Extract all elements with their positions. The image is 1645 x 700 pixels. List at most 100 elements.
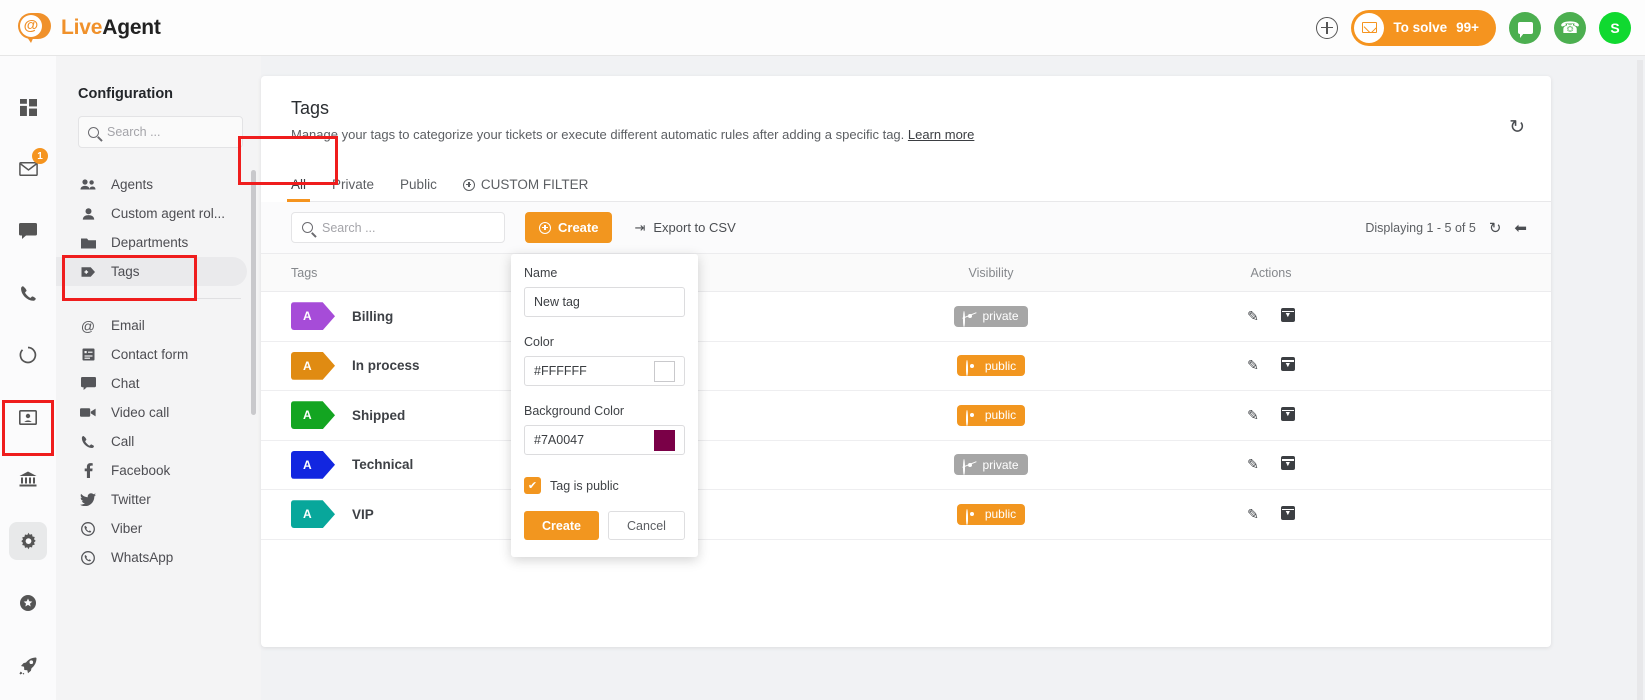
pencil-icon[interactable]: ✎: [1247, 406, 1259, 423]
tab-label: Private: [332, 177, 375, 192]
sidebar-scrollbar[interactable]: [251, 170, 256, 415]
pencil-icon[interactable]: ✎: [1247, 505, 1259, 522]
rail-item-activity[interactable]: [9, 336, 47, 374]
archive-icon[interactable]: [1280, 307, 1295, 322]
name-field[interactable]: New tag: [524, 287, 685, 317]
pencil-icon[interactable]: ✎: [1247, 357, 1259, 374]
plus-circle-icon[interactable]: [1316, 16, 1339, 39]
rail-item-addons[interactable]: [9, 584, 47, 622]
plus-circle-icon: [462, 178, 475, 191]
rail-item-calls[interactable]: [9, 274, 47, 312]
pencil-icon[interactable]: ✎: [1247, 456, 1259, 473]
sidebar-item-label: Facebook: [111, 463, 171, 478]
popup-cancel-button[interactable]: Cancel: [608, 511, 685, 540]
sidebar-item-viber[interactable]: Viber: [56, 514, 261, 543]
table-row[interactable]: A Technical private ✎: [261, 441, 1551, 490]
search-input[interactable]: [322, 220, 494, 235]
sidebar-item-email[interactable]: @ Email: [56, 311, 261, 340]
phone-icon: [80, 435, 96, 449]
rail-item-dashboard[interactable]: [9, 88, 47, 126]
sidebar-item-video-call[interactable]: Video call: [56, 398, 261, 427]
export-csv-button[interactable]: ⇥ Export to CSV: [634, 220, 735, 236]
sidebar-item-whatsapp[interactable]: WhatsApp: [56, 543, 261, 572]
status-badge: private: [954, 305, 1028, 327]
sidebar-item-custom-agent-roles[interactable]: Custom agent rol...: [56, 199, 261, 228]
tab-custom-filter[interactable]: CUSTOM FILTER: [462, 177, 588, 201]
sidebar-item-tags[interactable]: Tags: [56, 257, 247, 286]
tag-is-public-checkbox[interactable]: ✔: [524, 477, 541, 494]
table-row[interactable]: A In process public ✎: [261, 342, 1551, 391]
rail-item-chat[interactable]: [9, 212, 47, 250]
tab-private[interactable]: Private: [332, 177, 374, 201]
displaying-count: Displaying 1 - 5 of 5: [1365, 220, 1476, 235]
contact-form-icon: [80, 348, 96, 361]
tag-is-public-label: Tag is public: [550, 478, 619, 493]
sidebar-item-contact-form[interactable]: Contact form: [56, 340, 261, 369]
twitter-icon: [80, 493, 96, 506]
color-swatch[interactable]: [654, 360, 675, 382]
sidebar-item-label: Agents: [111, 177, 154, 192]
cell-actions: ✎: [1121, 406, 1421, 424]
tag-name: Billing: [352, 308, 394, 324]
pencil-icon[interactable]: ✎: [1247, 307, 1259, 324]
table-row[interactable]: A Billing private ✎: [261, 292, 1551, 342]
sidebar-title: Configuration: [78, 86, 174, 102]
refresh-icon[interactable]: ↻: [1509, 117, 1525, 138]
background-color-swatch[interactable]: [654, 429, 675, 451]
upload-arrow-icon[interactable]: ⬅: [1514, 219, 1527, 237]
tab-label: All: [291, 177, 307, 192]
rail-item-company[interactable]: [9, 460, 47, 498]
background-color-field[interactable]: #7A0047: [524, 425, 685, 455]
cell-actions: ✎: [1121, 456, 1421, 473]
archive-icon[interactable]: [1280, 505, 1295, 520]
sidebar-item-agents[interactable]: Agents: [56, 170, 261, 199]
status-badge: private: [954, 454, 1028, 476]
page-scrollbar[interactable]: [1637, 60, 1643, 700]
archive-icon[interactable]: [1280, 456, 1295, 471]
cell-visibility: private: [861, 305, 1121, 327]
phone-button[interactable]: ☎: [1554, 11, 1586, 44]
archive-icon[interactable]: [1280, 357, 1295, 372]
at-icon: @: [80, 317, 96, 334]
create-button[interactable]: Create: [525, 212, 613, 243]
learn-more-link[interactable]: Learn more: [907, 127, 975, 142]
tags-search[interactable]: [291, 212, 505, 243]
brand-text: LiveAgent: [61, 16, 161, 40]
sidebar-item-departments[interactable]: Departments: [56, 228, 261, 257]
plus-circle-icon: [539, 221, 551, 234]
archive-icon[interactable]: [1280, 406, 1295, 421]
tag-badge: A: [291, 351, 335, 380]
table-row[interactable]: A VIP public ✎: [261, 490, 1551, 540]
to-solve-button[interactable]: To solve 99+: [1351, 9, 1496, 46]
avatar[interactable]: S: [1599, 11, 1631, 44]
table-row[interactable]: A Shipped public ✎: [261, 391, 1551, 441]
tags-table-body: A Billing private ✎ A In process: [261, 292, 1551, 540]
tag-is-public-row[interactable]: ✔ Tag is public: [524, 477, 685, 494]
brand-live: Live: [61, 15, 103, 39]
sidebar-search[interactable]: [78, 116, 243, 148]
app-logo[interactable]: @ LiveAgent: [18, 12, 161, 43]
color-field[interactable]: #FFFFFF: [524, 356, 685, 386]
tab-public[interactable]: Public: [400, 177, 437, 201]
page-title: Tags: [291, 98, 330, 118]
folder-icon: [80, 237, 96, 249]
sidebar-item-chat[interactable]: Chat: [56, 369, 261, 398]
sidebar-item-label: Custom agent rol...: [111, 206, 226, 221]
rail-item-tickets[interactable]: 1: [9, 148, 48, 188]
sidebar-item-facebook[interactable]: Facebook: [56, 456, 261, 485]
sidebar-item-twitter[interactable]: Twitter: [56, 485, 261, 514]
rail-item-contacts[interactable]: [9, 398, 47, 436]
popup-create-button[interactable]: Create: [524, 511, 599, 540]
create-button-label: Create: [558, 220, 599, 235]
export-arrow-icon: ⇥: [634, 219, 646, 235]
rail-item-whats-new[interactable]: [9, 646, 47, 684]
refresh-icon[interactable]: ↻: [1488, 219, 1502, 237]
table-header: Tags Visibility Actions: [261, 254, 1551, 292]
eye-slash-icon: [962, 459, 978, 476]
rail-item-settings[interactable]: [9, 522, 47, 560]
chat-button[interactable]: [1509, 11, 1541, 44]
tab-all[interactable]: All: [286, 177, 311, 202]
search-input[interactable]: [107, 125, 233, 139]
sidebar-item-call[interactable]: Call: [56, 427, 261, 456]
eye-slash-icon: [962, 310, 978, 327]
